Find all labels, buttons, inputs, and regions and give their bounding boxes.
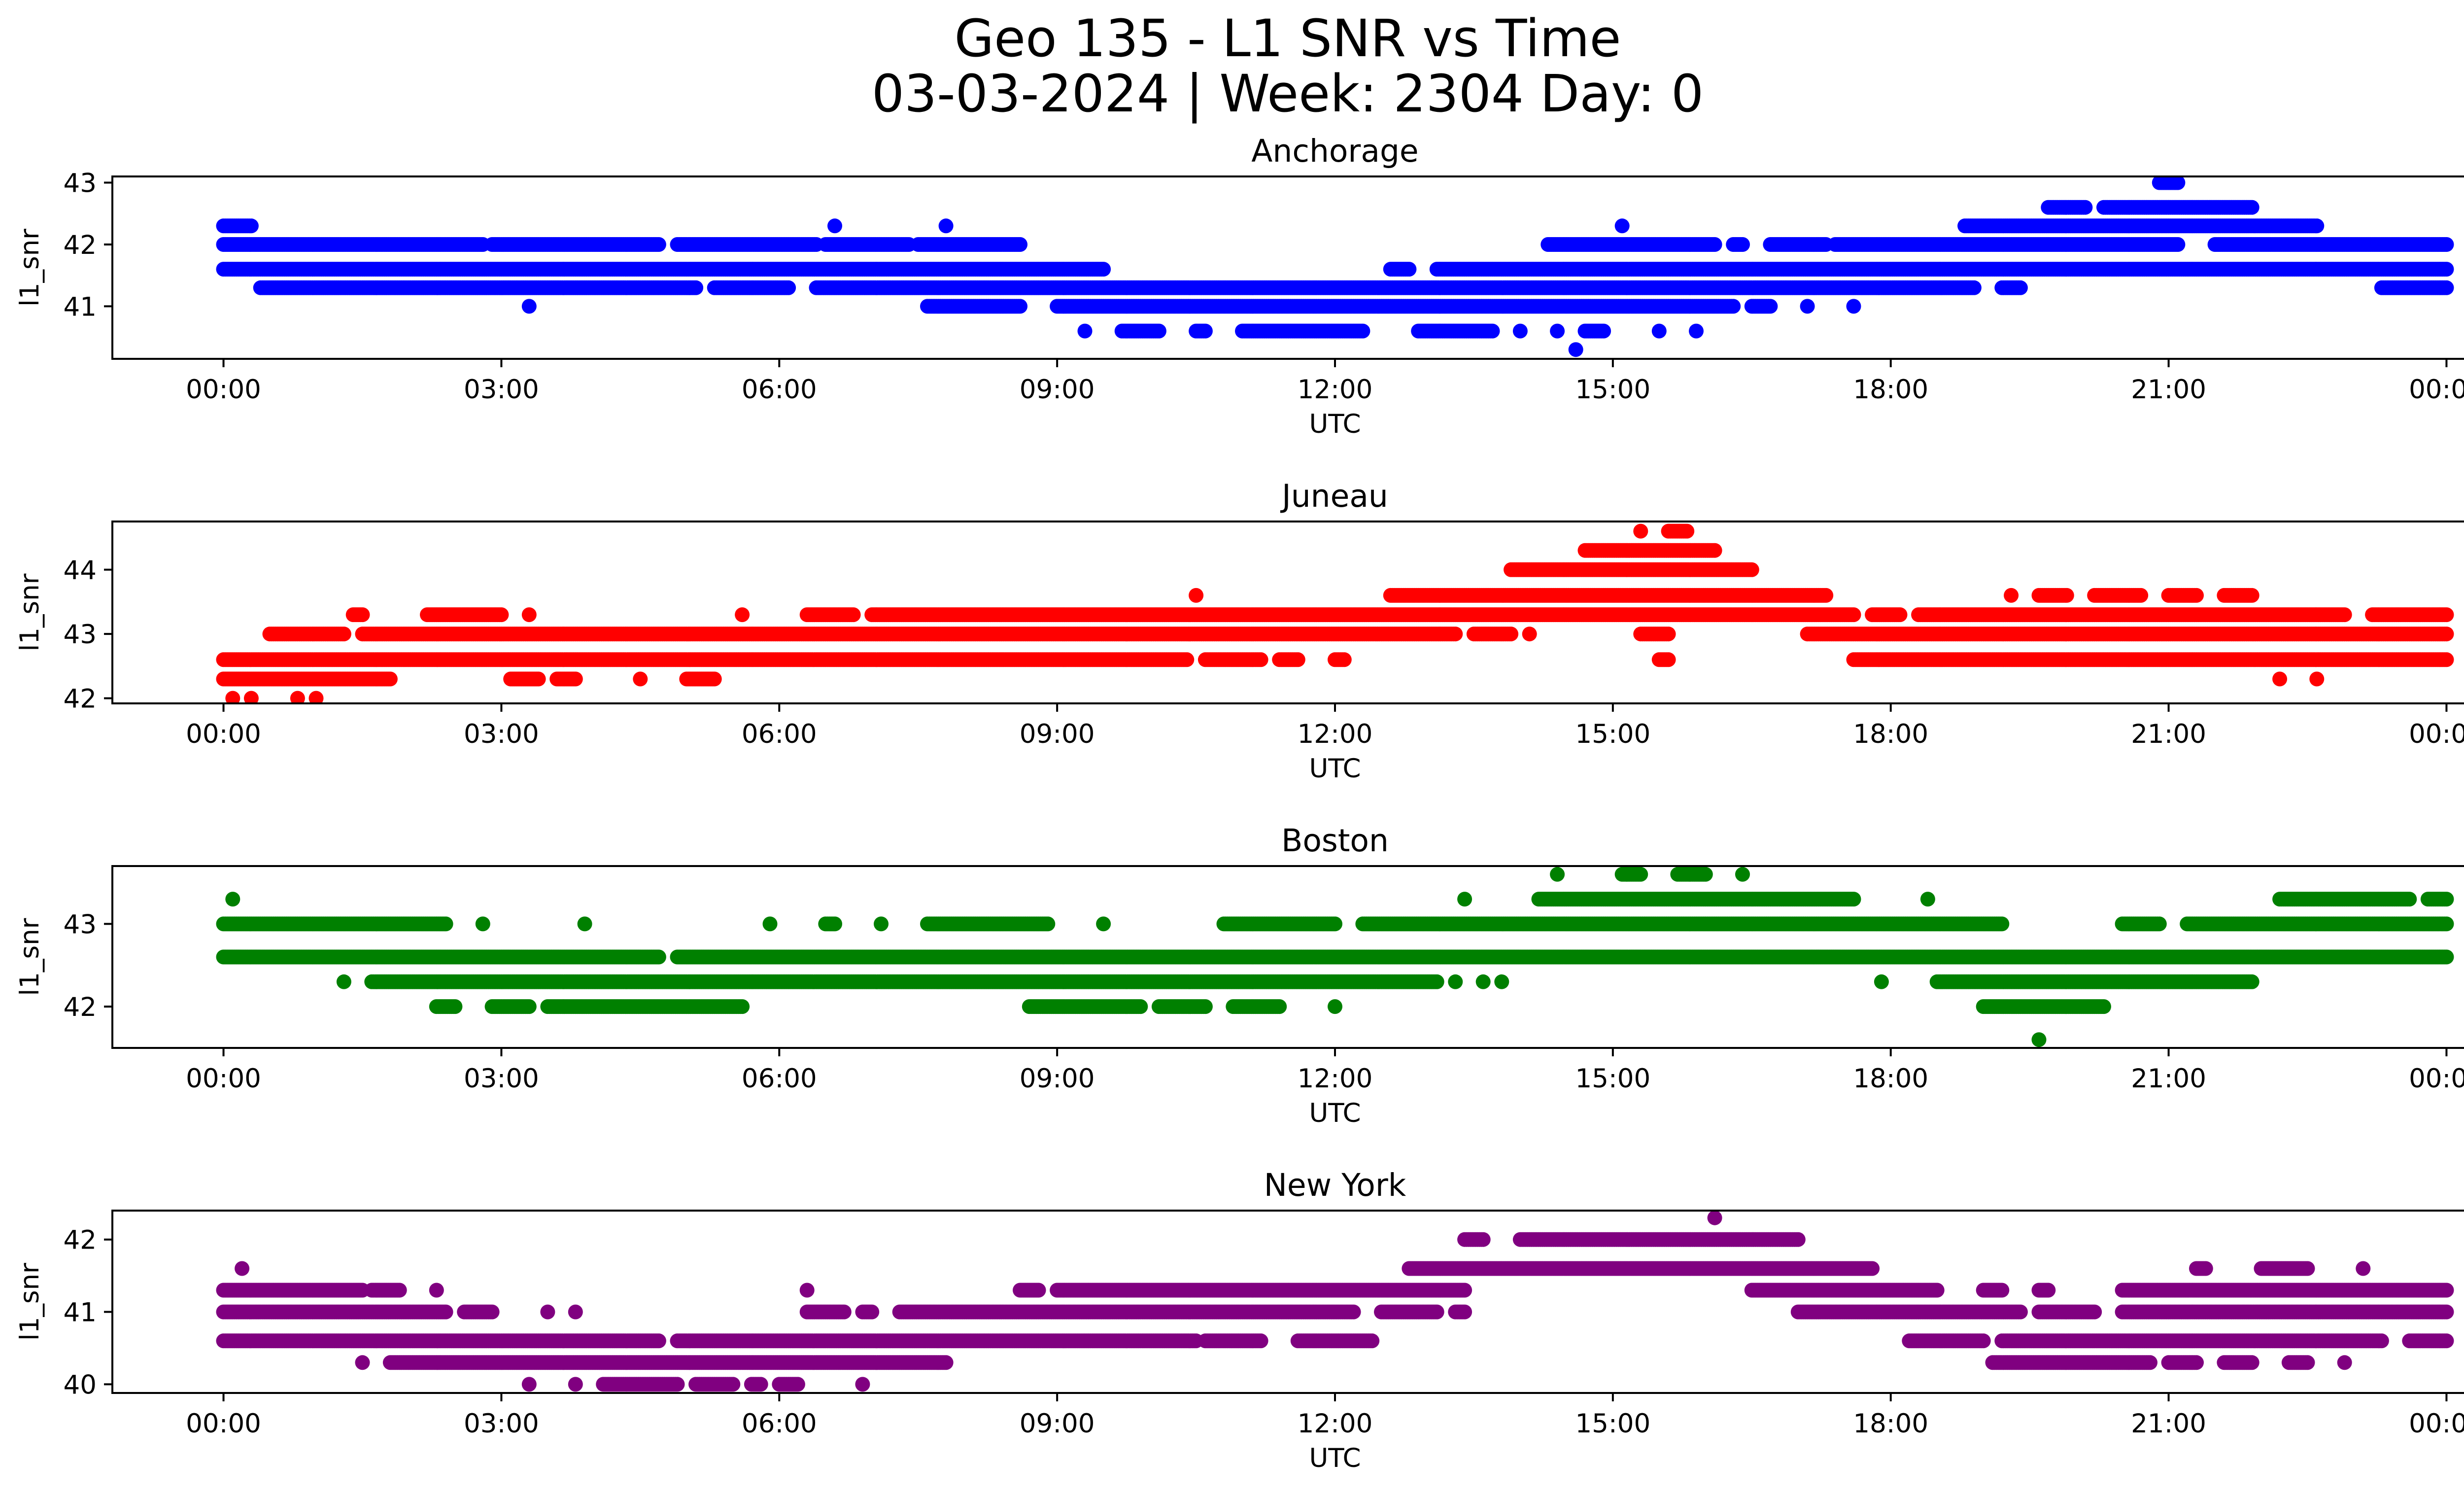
data-point bbox=[1707, 237, 1722, 252]
data-point bbox=[827, 218, 842, 234]
data-point bbox=[336, 626, 351, 642]
data-point bbox=[2272, 671, 2288, 687]
y-tick-label: 41 bbox=[64, 292, 97, 322]
data-point bbox=[2439, 280, 2454, 295]
data-point bbox=[688, 280, 704, 295]
data-point bbox=[521, 299, 537, 314]
y-axis-label: l1_snr bbox=[15, 229, 45, 307]
data-point bbox=[781, 280, 796, 295]
data-point bbox=[2439, 237, 2454, 252]
data-point bbox=[1651, 323, 1667, 339]
data-point bbox=[1726, 299, 1741, 314]
data-point bbox=[1096, 262, 1111, 277]
data-point bbox=[1689, 323, 1704, 339]
data-point bbox=[531, 671, 546, 687]
x-tick-label: 06:00 bbox=[742, 375, 817, 405]
chart-title-line2: 03-03-2024 | Week: 2304 Day: 0 bbox=[871, 64, 1704, 124]
x-tick-label: 09:00 bbox=[1020, 375, 1095, 405]
data-point bbox=[1151, 323, 1166, 339]
data-point bbox=[1614, 218, 1630, 234]
data-point bbox=[1355, 323, 1370, 339]
data-point bbox=[2439, 262, 2454, 277]
data-point bbox=[1550, 323, 1565, 339]
data-point bbox=[633, 671, 648, 687]
y-tick-label: 43 bbox=[64, 169, 97, 199]
data-point bbox=[1966, 280, 1982, 295]
data-point bbox=[651, 237, 666, 252]
data-point bbox=[1077, 323, 1093, 339]
data-point bbox=[1512, 323, 1528, 339]
data-point bbox=[2439, 652, 2454, 667]
data-point bbox=[1735, 237, 1750, 252]
x-tick-label: 00:00 bbox=[2409, 375, 2464, 405]
data-point bbox=[707, 671, 722, 687]
data-point bbox=[1661, 652, 1676, 667]
data-point bbox=[1596, 323, 1611, 339]
data-point bbox=[2078, 200, 2093, 215]
data-point bbox=[1763, 299, 1778, 314]
data-point bbox=[1013, 237, 1027, 252]
data-point bbox=[2013, 280, 2028, 295]
x-tick-label: 03:00 bbox=[464, 375, 539, 405]
data-point bbox=[2170, 176, 2186, 190]
x-axis-label: UTC bbox=[1309, 409, 1361, 439]
data-point bbox=[2244, 200, 2259, 215]
panel-title: Anchorage bbox=[1251, 133, 1418, 169]
chart-title-line1: Geo 135 - L1 SNR vs Time bbox=[954, 8, 1621, 69]
data-point bbox=[1253, 652, 1268, 667]
y-tick-label: 42 bbox=[64, 230, 97, 260]
data-point bbox=[2170, 237, 2186, 252]
x-tick-label: 00:00 bbox=[186, 375, 261, 405]
data-point bbox=[1846, 299, 1861, 314]
panel-title: Juneau bbox=[1280, 478, 1388, 514]
data-point bbox=[1290, 652, 1305, 667]
data-point bbox=[382, 671, 398, 687]
x-tick-label: 18:00 bbox=[1853, 375, 1928, 405]
x-tick-label: 15:00 bbox=[1575, 375, 1650, 405]
markers-anchorage bbox=[216, 176, 2454, 357]
data-point bbox=[938, 218, 954, 234]
data-point bbox=[2309, 218, 2325, 234]
data-point bbox=[1800, 299, 1815, 314]
data-point bbox=[568, 671, 583, 687]
data-point bbox=[1568, 342, 1583, 357]
data-point bbox=[1485, 323, 1500, 339]
panel-anchorage: Anchorage 41 42 43 00:00 03:00 06:00 09:00 12:00… bbox=[15, 133, 2464, 439]
data-point bbox=[1336, 652, 1352, 667]
markers-juneau bbox=[216, 523, 2454, 703]
data-point bbox=[1179, 652, 1195, 667]
data-point bbox=[1198, 323, 1213, 339]
data-point bbox=[1013, 299, 1027, 314]
x-tick-label: 21:00 bbox=[2131, 375, 2206, 405]
x-tick-label: 12:00 bbox=[1298, 375, 1373, 405]
data-point bbox=[243, 218, 259, 234]
data-point bbox=[2309, 671, 2325, 687]
data-point bbox=[1402, 262, 1417, 277]
